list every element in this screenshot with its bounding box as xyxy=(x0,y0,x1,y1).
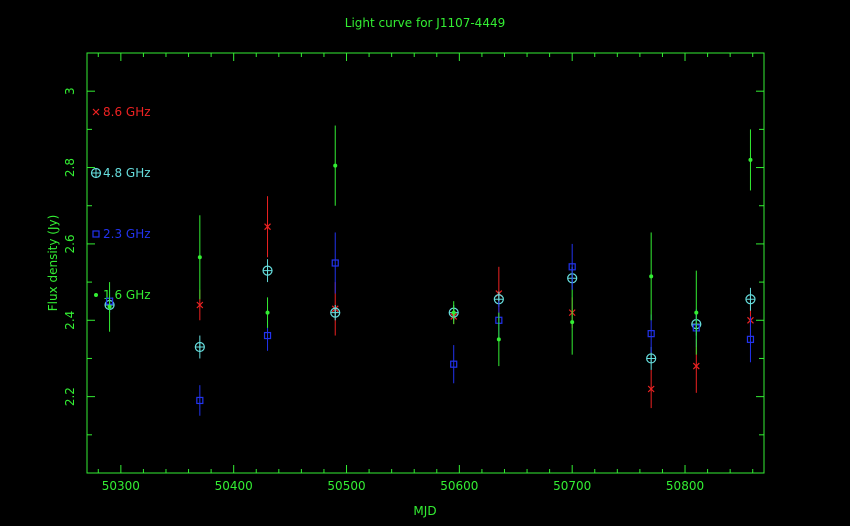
legend-label: 1.6 GHz xyxy=(103,288,151,302)
square-marker xyxy=(263,331,272,340)
circle-plus-marker-cross xyxy=(330,308,340,318)
dot-marker xyxy=(94,293,98,297)
x-tick-label: 50300 xyxy=(102,479,140,493)
y-tick-label: 2.2 xyxy=(63,387,77,406)
cross-marker xyxy=(196,301,204,309)
y-tick-label: 3 xyxy=(63,87,77,95)
circle-plus-marker-cross xyxy=(195,342,205,352)
y-tick-label: 2.6 xyxy=(63,234,77,253)
dot-marker xyxy=(197,255,202,260)
dot-marker xyxy=(451,310,456,315)
legend: 8.6 GHz 4.8 GHz 2.3 GHz 1.6 GHz xyxy=(90,105,151,302)
cross-marker xyxy=(264,223,271,231)
circle-plus-marker-cross xyxy=(646,353,656,363)
cross-marker xyxy=(692,362,700,370)
x-tick-label: 50400 xyxy=(215,479,253,493)
x-tick-label: 50700 xyxy=(553,479,591,493)
dot-marker xyxy=(570,320,575,325)
x-tick-label: 50600 xyxy=(440,479,478,493)
square-marker xyxy=(568,263,576,271)
y-axis-label: Flux density (Jy) xyxy=(46,215,60,312)
data-marks xyxy=(104,125,756,416)
dot-marker xyxy=(694,310,699,315)
axis-ticks: 50300 50400 50500 50600 50700 50800 2.2 2.4 2.6 2… xyxy=(63,53,764,493)
dot-marker xyxy=(496,337,501,342)
dot-marker xyxy=(107,304,112,309)
square-marker xyxy=(331,259,339,267)
cross-marker xyxy=(92,108,100,116)
y-tick-label: 2.8 xyxy=(63,158,77,177)
legend-label: 8.6 GHz xyxy=(103,105,151,119)
square-marker xyxy=(196,396,204,405)
dot-marker xyxy=(649,274,654,279)
x-axis-label: MJD xyxy=(413,504,436,518)
dot-marker xyxy=(265,310,270,315)
circle-plus-marker-cross xyxy=(91,168,101,178)
circle-plus-marker-cross xyxy=(745,294,755,304)
dot-marker xyxy=(748,157,753,162)
dot-marker xyxy=(333,163,338,168)
square-marker xyxy=(92,230,100,238)
legend-label: 2.3 GHz xyxy=(103,227,151,241)
square-marker xyxy=(647,330,655,338)
square-marker xyxy=(450,360,458,368)
square-marker xyxy=(746,335,755,343)
x-tick-label: 50800 xyxy=(666,479,704,493)
y-tick-label: 2.4 xyxy=(63,311,77,330)
chart-title: Light curve for J1107-4449 xyxy=(345,16,505,30)
legend-label: 4.8 GHz xyxy=(103,166,151,180)
plot-frame xyxy=(86,52,765,474)
circle-plus-marker-cross xyxy=(263,266,273,276)
cross-marker xyxy=(647,385,655,393)
x-tick-label: 50500 xyxy=(327,479,365,493)
